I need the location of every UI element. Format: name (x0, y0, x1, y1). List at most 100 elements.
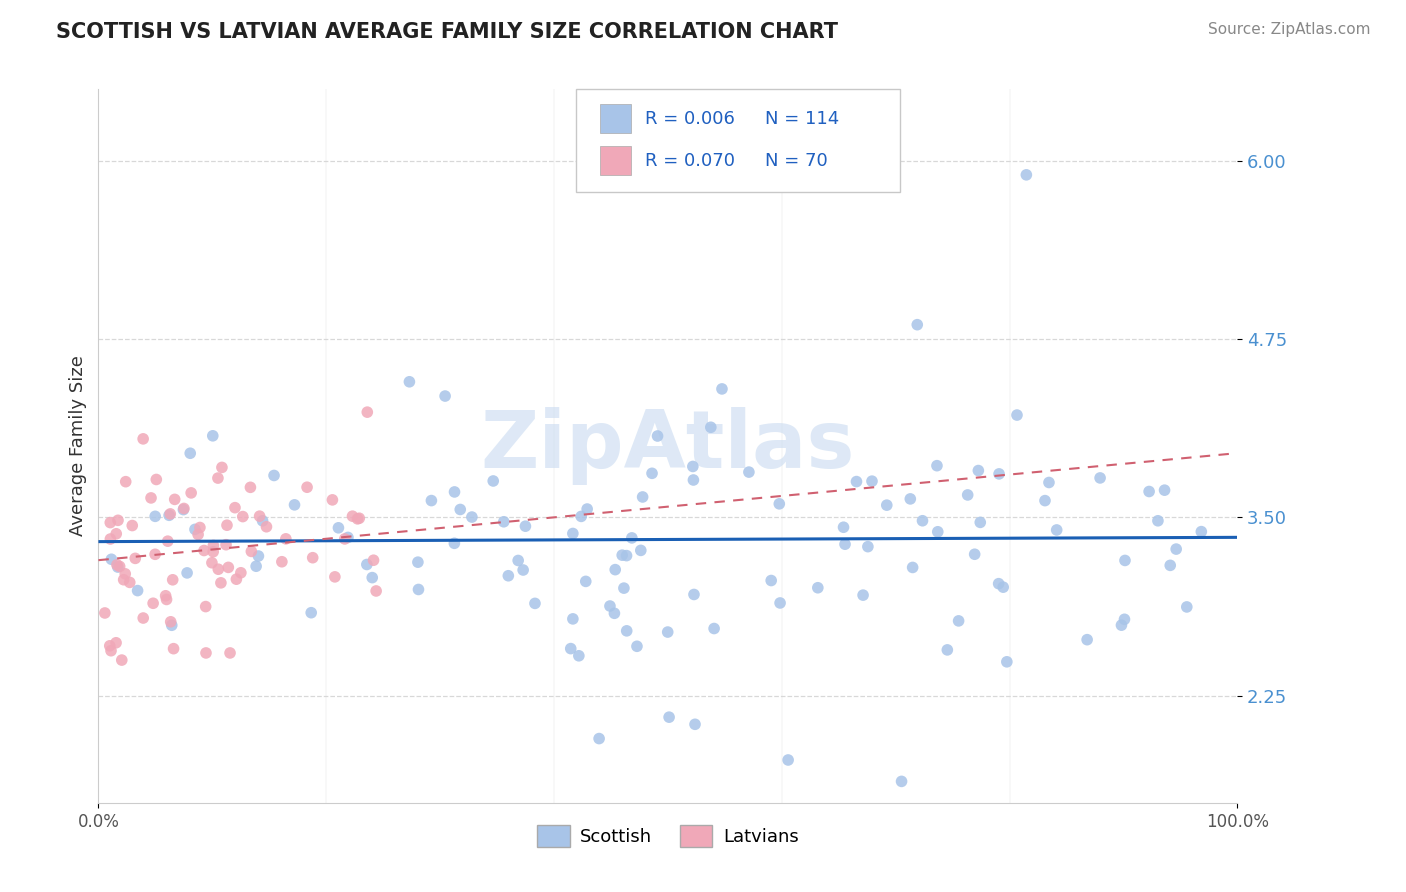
Point (249, 509, 271, 524)
Point (219, 646, 242, 660)
Point (98, 639, 121, 653)
Y-axis label: Average Family Size: Average Family Size (69, 356, 87, 536)
Point (139, 491, 162, 505)
Point (179, 446, 201, 460)
Point (515, 519, 537, 533)
Point (100, 644, 122, 658)
Point (569, 509, 592, 524)
Point (225, 572, 247, 586)
Point (420, 493, 443, 508)
Point (682, 459, 704, 474)
Text: ZipAtlas: ZipAtlas (481, 407, 855, 485)
Point (1038, 475, 1060, 490)
Point (160, 618, 183, 632)
Point (492, 515, 515, 529)
Point (834, 537, 856, 551)
Point (860, 474, 883, 488)
Point (512, 563, 534, 577)
Point (356, 405, 378, 419)
Point (112, 573, 135, 587)
Point (263, 468, 285, 483)
Point (1137, 484, 1160, 499)
Point (993, 580, 1015, 594)
Point (508, 553, 530, 567)
Point (157, 508, 180, 523)
Point (1166, 542, 1188, 557)
Point (995, 655, 1018, 669)
Point (641, 467, 664, 481)
Point (769, 596, 792, 610)
Point (105, 526, 128, 541)
Point (738, 465, 761, 479)
Point (568, 648, 591, 663)
Point (936, 643, 959, 657)
Point (856, 540, 879, 554)
Point (778, 753, 800, 767)
Point (1114, 553, 1136, 567)
Point (184, 522, 207, 536)
Point (807, 581, 830, 595)
Point (155, 592, 177, 607)
Point (94, 606, 117, 620)
Point (193, 543, 215, 558)
Point (626, 640, 648, 654)
Point (108, 559, 131, 574)
Point (155, 589, 177, 603)
Point (1076, 632, 1098, 647)
Point (398, 375, 420, 389)
Point (890, 774, 912, 789)
Point (710, 382, 733, 396)
Point (408, 582, 430, 597)
Point (105, 558, 128, 572)
Point (363, 553, 385, 567)
Point (194, 599, 217, 614)
Point (406, 555, 429, 569)
Point (295, 480, 318, 494)
Point (901, 560, 924, 574)
Point (832, 520, 855, 534)
Point (195, 646, 218, 660)
Point (682, 473, 704, 487)
Point (911, 514, 934, 528)
Point (107, 513, 129, 527)
Point (201, 429, 224, 443)
Point (100, 552, 122, 566)
Point (605, 563, 627, 577)
Point (1111, 618, 1133, 632)
Point (162, 641, 184, 656)
Point (173, 501, 195, 516)
Text: R = 0.070: R = 0.070 (645, 152, 735, 169)
Point (1159, 558, 1181, 573)
Point (1015, 168, 1038, 182)
Point (1088, 471, 1111, 485)
Point (215, 538, 238, 552)
Point (349, 511, 371, 525)
Point (948, 614, 970, 628)
Point (963, 547, 986, 561)
Text: R = 0.006: R = 0.006 (645, 110, 735, 128)
Point (121, 518, 143, 533)
Point (301, 550, 323, 565)
Point (523, 596, 546, 610)
Point (159, 615, 181, 629)
Point (176, 566, 198, 580)
Point (988, 467, 1011, 481)
Point (876, 498, 898, 512)
Point (616, 549, 638, 563)
Point (188, 520, 211, 534)
Point (118, 575, 141, 590)
Point (612, 548, 634, 562)
Point (561, 612, 583, 626)
Point (852, 588, 875, 602)
Text: N = 114: N = 114 (765, 110, 839, 128)
Text: Source: ZipAtlas.com: Source: ZipAtlas.com (1208, 22, 1371, 37)
Point (1153, 483, 1175, 498)
Point (224, 500, 246, 515)
Point (124, 551, 146, 566)
Point (956, 488, 979, 502)
Point (239, 480, 262, 494)
Point (240, 544, 263, 558)
Text: SCOTTISH VS LATVIAN AVERAGE FAMILY SIZE CORRELATION CHART: SCOTTISH VS LATVIAN AVERAGE FAMILY SIZE … (56, 22, 838, 42)
Point (211, 460, 233, 475)
Point (361, 571, 384, 585)
